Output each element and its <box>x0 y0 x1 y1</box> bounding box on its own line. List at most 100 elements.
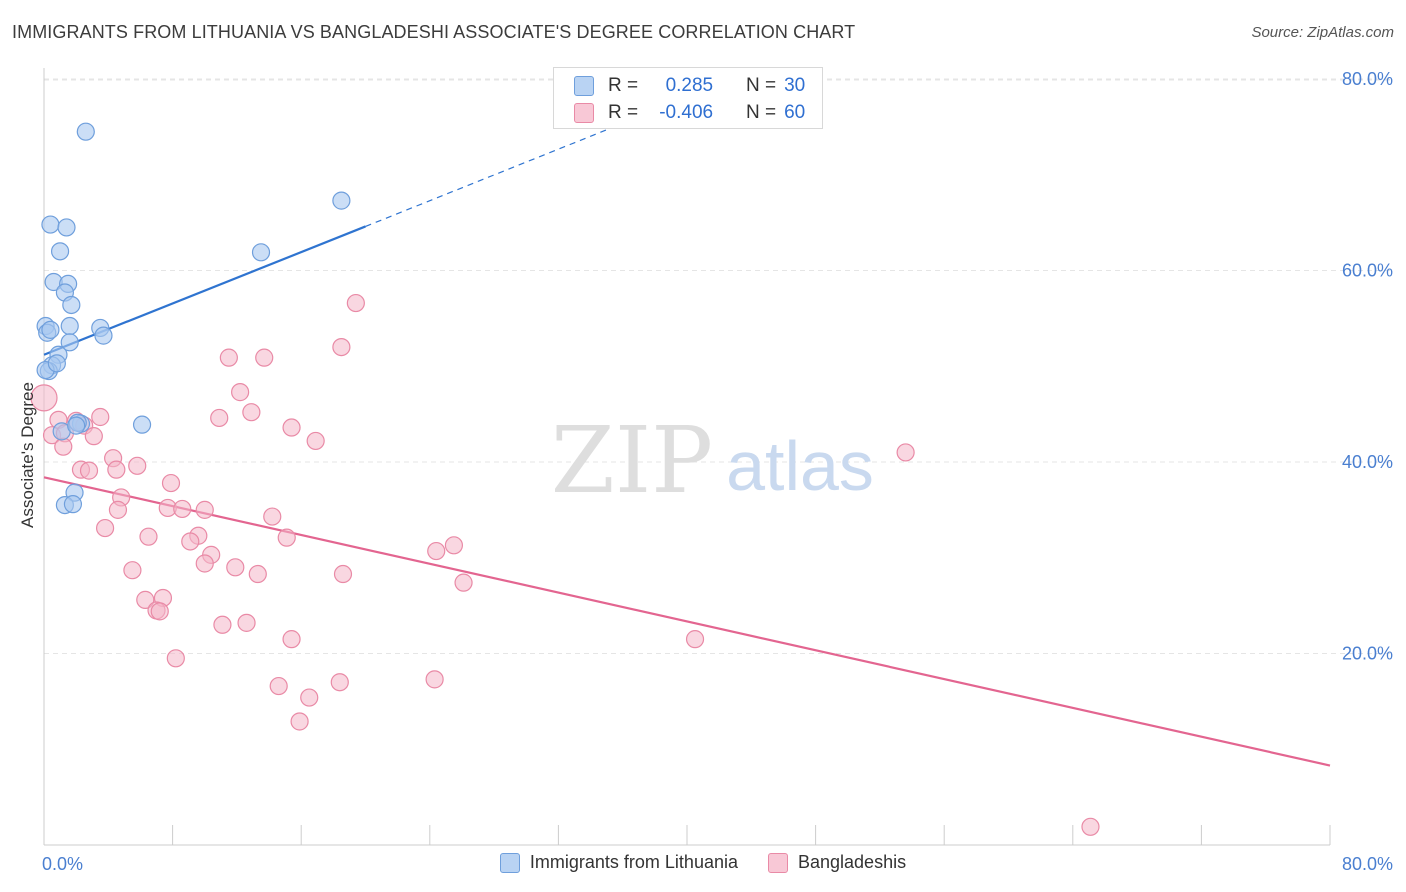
axes <box>43 68 1331 846</box>
point-bangladeshis <box>210 408 229 428</box>
point-bangladeshis <box>219 348 238 367</box>
legend-swatch-blue <box>499 852 520 873</box>
point-bangladeshis <box>195 500 214 519</box>
point-bangladeshis <box>123 561 142 580</box>
n-label: N = <box>746 75 777 96</box>
x-tick-label: 0.0% <box>42 854 83 874</box>
stats-legend: R = 0.285 N = 30 R = -0.406 N = 60 <box>553 67 823 129</box>
legend-swatch-pink <box>768 852 788 873</box>
point-bangladeshis <box>84 427 103 446</box>
n-value-bangladeshis: 60 <box>784 102 806 123</box>
point-bangladeshis <box>91 407 110 427</box>
point-bangladeshis <box>346 293 365 313</box>
point-bangladeshis <box>242 403 261 422</box>
point-lithuania <box>63 495 83 514</box>
r-value-lithuania: 0.285 <box>665 75 714 96</box>
series-legend: Immigrants from Lithuania Bangladeshis <box>0 852 1406 873</box>
point-lithuania <box>251 243 271 262</box>
point-lithuania <box>67 416 86 435</box>
legend-label-lithuania: Immigrants from Lithuania <box>529 852 738 872</box>
blue-swatch <box>574 76 594 96</box>
point-bangladeshis <box>226 558 245 577</box>
point-bangladeshis <box>896 443 915 462</box>
point-bangladeshis <box>263 507 282 526</box>
source-note: Source: ZipAtlas.com <box>1251 24 1394 41</box>
point-bangladeshis <box>255 348 274 367</box>
point-bangladeshis <box>181 532 200 551</box>
y-tick-label: 60.0% <box>1342 261 1393 281</box>
watermark: ZIP atlas <box>551 407 874 514</box>
point-bangladeshis <box>128 456 147 475</box>
pink-swatch <box>574 103 594 123</box>
y-tick-label: 20.0% <box>1342 644 1393 664</box>
point-bangladeshis <box>166 649 185 668</box>
point-bangladeshis <box>107 460 126 479</box>
point-bangladeshis <box>277 528 296 547</box>
point-bangladeshis <box>444 536 464 555</box>
data-points <box>30 122 1100 836</box>
trend-line-bangladeshis <box>43 476 1331 767</box>
point-bangladeshis <box>300 688 319 707</box>
point-bangladeshis <box>427 541 446 561</box>
point-lithuania <box>41 215 60 234</box>
y-tick-label: 40.0% <box>1342 452 1393 472</box>
point-lithuania <box>94 326 113 345</box>
r-value-bangladeshis: -0.406 <box>659 102 714 123</box>
point-bangladeshis <box>330 673 349 692</box>
point-bangladeshis <box>195 554 214 573</box>
point-lithuania <box>76 122 95 141</box>
point-bangladeshis <box>290 712 309 731</box>
point-lithuania <box>41 320 60 339</box>
trend-line-lithuania-extension <box>365 119 631 228</box>
point-bangladeshis <box>173 499 192 519</box>
y-axis-title: Associate's Degree <box>18 382 37 528</box>
point-lithuania <box>60 316 79 336</box>
r-label: R = <box>608 75 639 96</box>
legend-item-bangladeshis[interactable]: Bangladeshis <box>768 852 906 873</box>
point-bangladeshis <box>139 527 158 546</box>
point-bangladeshis <box>30 384 58 412</box>
y-tick-label: 80.0% <box>1342 69 1393 89</box>
point-bangladeshis <box>269 676 288 696</box>
point-bangladeshis <box>332 338 351 357</box>
point-bangladeshis <box>425 670 444 689</box>
point-bangladeshis <box>161 473 181 493</box>
watermark-atlas: atlas <box>726 427 874 505</box>
point-bangladeshis <box>282 630 301 649</box>
r-label: R = <box>608 102 639 123</box>
point-lithuania <box>62 295 81 315</box>
point-bangladeshis <box>231 383 250 402</box>
legend-item-lithuania[interactable]: Immigrants from Lithuania <box>499 852 738 873</box>
tick-labels: 20.0% 40.0% 60.0% 80.0% 0.0% 80.0% <box>42 69 1393 874</box>
point-lithuania <box>47 354 66 373</box>
n-value-lithuania: 30 <box>784 75 806 96</box>
legend-label-bangladeshis: Bangladeshis <box>798 852 907 872</box>
trend-line-lithuania <box>43 225 366 356</box>
point-bangladeshis <box>95 518 115 538</box>
point-bangladeshis <box>150 602 169 621</box>
point-bangladeshis <box>685 630 705 649</box>
point-lithuania <box>57 218 76 237</box>
point-bangladeshis <box>333 564 353 584</box>
point-bangladeshis <box>306 431 325 451</box>
point-bangladeshis <box>454 573 473 592</box>
point-bangladeshis <box>108 500 128 519</box>
stats-row-lithuania: R = 0.285 N = 30 <box>574 72 805 100</box>
point-bangladeshis <box>54 437 73 456</box>
point-lithuania <box>50 242 70 261</box>
x-tick-label: 80.0% <box>1342 854 1393 874</box>
point-bangladeshis <box>79 461 99 480</box>
point-bangladeshis <box>237 613 256 632</box>
watermark-zip: ZIP <box>551 407 713 514</box>
chart-title: IMMIGRANTS FROM LITHUANIA VS BANGLADESHI… <box>12 22 856 42</box>
point-lithuania <box>60 333 79 352</box>
point-bangladeshis <box>1081 817 1100 836</box>
n-label: N = <box>746 102 777 123</box>
stats-row-bangladeshis: R = -0.406 N = 60 <box>574 99 805 127</box>
point-bangladeshis <box>213 615 232 634</box>
point-bangladeshis <box>136 590 155 609</box>
grid-lines <box>44 78 1392 654</box>
point-lithuania <box>132 415 152 434</box>
point-bangladeshis <box>248 564 267 584</box>
